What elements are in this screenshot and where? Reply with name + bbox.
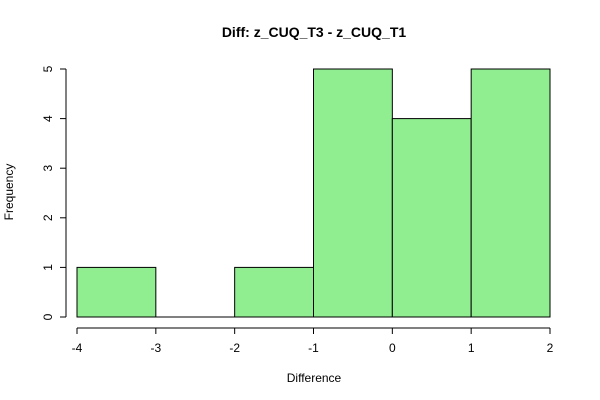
- y-tick-label: 5: [41, 65, 55, 72]
- y-tick-label: 0: [41, 313, 55, 320]
- y-axis: 0 1 2 3 4 5: [41, 65, 67, 320]
- x-tick-label: -2: [229, 341, 240, 355]
- histogram-bar-0: [76, 266, 157, 318]
- y-tick-label: 4: [41, 115, 55, 122]
- y-tick-label: 3: [41, 165, 55, 172]
- x-axis: -4 -3 -2 -1 0 1 2: [72, 327, 554, 355]
- chart-title: Diff: z_CUQ_T3 - z_CUQ_T1: [222, 24, 407, 40]
- x-tick-label: 0: [389, 341, 396, 355]
- bars-group: [76, 68, 551, 318]
- histogram-bar-5: [470, 68, 551, 318]
- x-tick-label: 1: [468, 341, 475, 355]
- histogram-bar-3: [313, 68, 393, 318]
- x-tick-label: -4: [72, 341, 83, 355]
- x-tick-label: -3: [150, 341, 161, 355]
- y-tick-label: 1: [41, 264, 55, 271]
- histogram-bar-2: [234, 266, 315, 318]
- x-axis-label: Difference: [287, 371, 342, 385]
- histogram-bar-4: [391, 118, 472, 318]
- x-tick-label: -1: [308, 341, 319, 355]
- y-axis-label: Frequency: [2, 164, 16, 221]
- y-tick-label: 2: [41, 214, 55, 221]
- x-tick-label: 2: [547, 341, 554, 355]
